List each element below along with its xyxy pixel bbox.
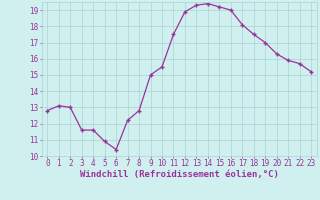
X-axis label: Windchill (Refroidissement éolien,°C): Windchill (Refroidissement éolien,°C) bbox=[80, 170, 279, 179]
